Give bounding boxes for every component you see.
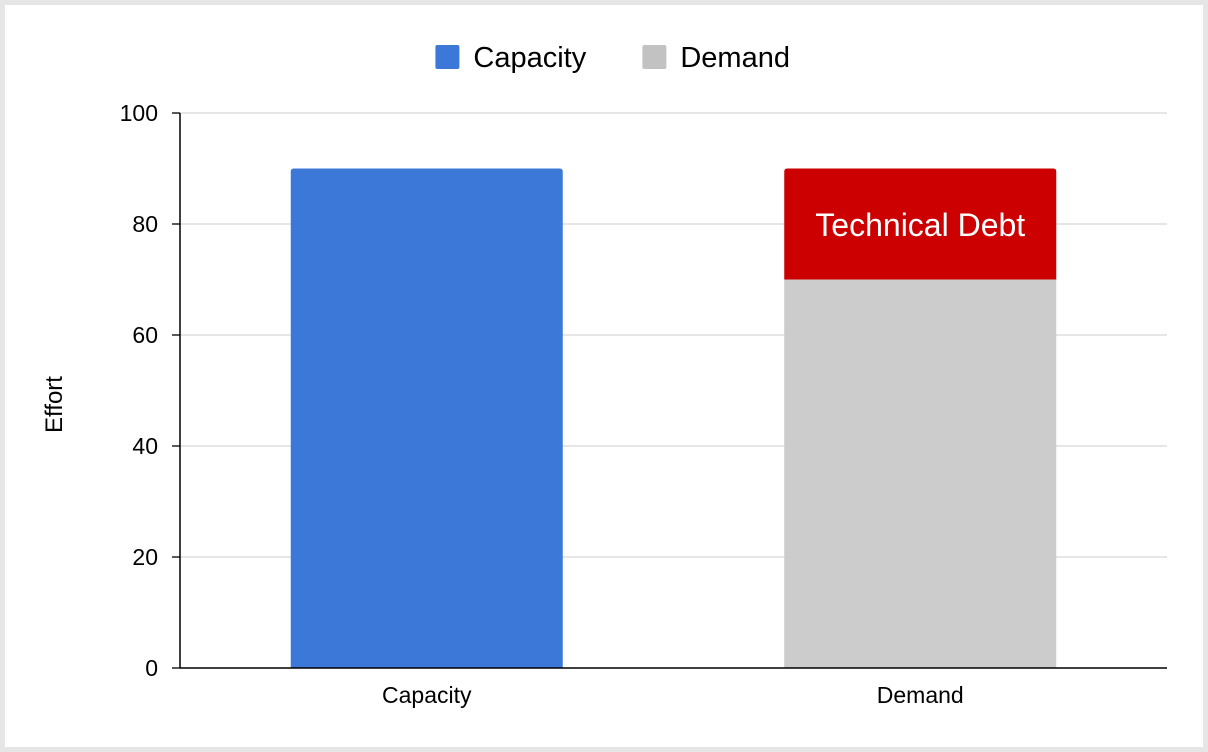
bar-demand-demand xyxy=(784,279,1057,668)
y-tick-label: 20 xyxy=(132,544,158,570)
axes: 0 20 40 60 80 100 Capacity Demand xyxy=(120,100,1167,708)
legend-swatch-demand xyxy=(642,45,667,69)
legend-label-capacity: Capacity xyxy=(473,42,586,74)
bar-demand-segment-2 xyxy=(784,168,1057,280)
y-tick-label: 80 xyxy=(132,211,158,237)
legend: Capacity Demand xyxy=(435,42,790,74)
bars: Technical Debt xyxy=(290,168,1057,668)
bar-capacity-capacity xyxy=(290,168,563,668)
bar-annotation-technical-debt: Technical Debt xyxy=(815,207,1025,243)
y-tick-label: 40 xyxy=(132,433,158,459)
x-tick-label: Capacity xyxy=(382,682,472,708)
y-tick-label: 0 xyxy=(145,655,158,681)
y-tick-label: 100 xyxy=(120,100,158,126)
y-tick-label: 60 xyxy=(132,322,158,348)
y-axis-label: Effort xyxy=(41,376,68,433)
legend-swatch-capacity xyxy=(435,45,460,69)
x-tick-label: Demand xyxy=(877,682,964,708)
legend-label-demand: Demand xyxy=(680,42,790,74)
